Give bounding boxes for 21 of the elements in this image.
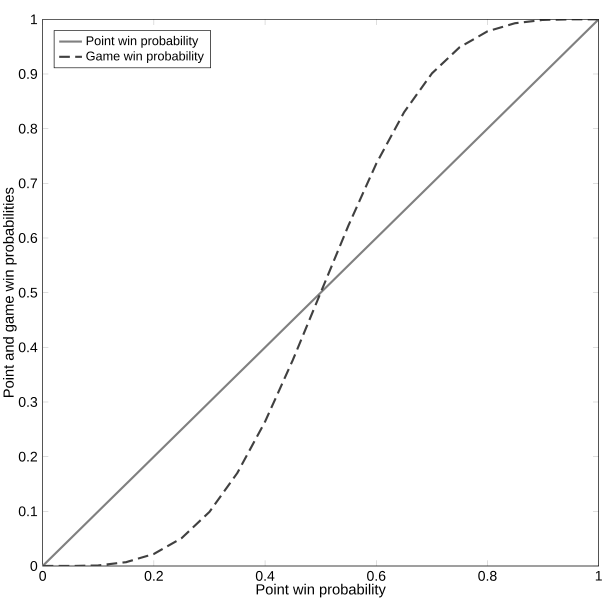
y-tick-label: 0.7 <box>18 178 38 188</box>
y-tick-label: 0.6 <box>18 233 38 243</box>
x-tick-label: 1 <box>596 570 602 581</box>
legend-label: Point win probability <box>86 36 198 48</box>
y-tick-label: 0.9 <box>18 69 38 79</box>
y-tick-label: 0.8 <box>18 124 38 134</box>
y-tick-label: 1 <box>31 14 38 24</box>
x-tick-label: 0.2 <box>144 570 163 581</box>
x-tick-label: 0.6 <box>367 570 386 581</box>
legend-label: Game win probability <box>86 51 204 64</box>
y-tick-label: 0.2 <box>18 452 38 462</box>
y-tick-label: 0.1 <box>18 506 38 516</box>
y-axis-title: Point and game win probabilities <box>3 188 17 398</box>
y-tick-label: 0.5 <box>18 288 38 298</box>
y-tick-label: 0 <box>30 561 38 571</box>
x-tick-label: 0.4 <box>256 570 274 581</box>
y-tick-label: 0.4 <box>18 342 38 352</box>
x-axis-title: Point win probability <box>256 584 386 598</box>
y-tick-label: 0.3 <box>18 397 38 407</box>
x-tick-label: 0 <box>39 570 46 581</box>
x-tick-label: 0.8 <box>478 570 497 581</box>
